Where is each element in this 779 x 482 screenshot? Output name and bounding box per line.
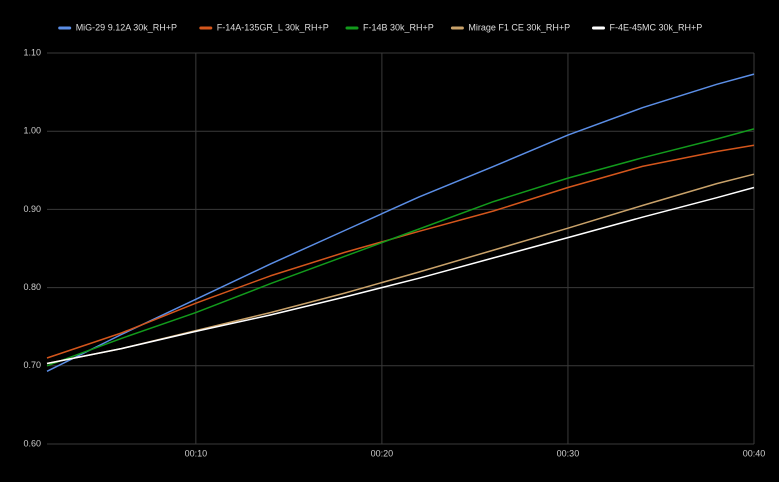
series-line bbox=[46, 186, 755, 365]
x-tick-label: 00:10 bbox=[185, 448, 208, 458]
legend-label: F-4E-45MC 30k_RH+P bbox=[610, 22, 703, 32]
y-tick-label: 0.80 bbox=[23, 282, 41, 292]
x-tick-label: 00:20 bbox=[371, 448, 394, 458]
x-tick-label: 00:40 bbox=[743, 448, 766, 458]
legend-label: F-14B 30k_RH+P bbox=[363, 22, 434, 32]
y-tick-label: 1.00 bbox=[23, 126, 41, 136]
series-line bbox=[46, 128, 755, 367]
y-tick-label: 0.70 bbox=[23, 360, 41, 370]
x-tick-label: 00:30 bbox=[557, 448, 580, 458]
y-tick-label: 0.90 bbox=[23, 204, 41, 214]
legend-label: F-14A-135GR_L 30k_RH+P bbox=[217, 22, 329, 32]
legend-label: MiG-29 9.12A 30k_RH+P bbox=[76, 22, 177, 32]
series-line bbox=[46, 73, 755, 372]
y-tick-label: 1.10 bbox=[23, 47, 41, 57]
legend-label: Mirage F1 CE 30k_RH+P bbox=[468, 22, 570, 32]
series-line bbox=[46, 144, 755, 359]
y-tick-label: 0.60 bbox=[23, 438, 41, 448]
